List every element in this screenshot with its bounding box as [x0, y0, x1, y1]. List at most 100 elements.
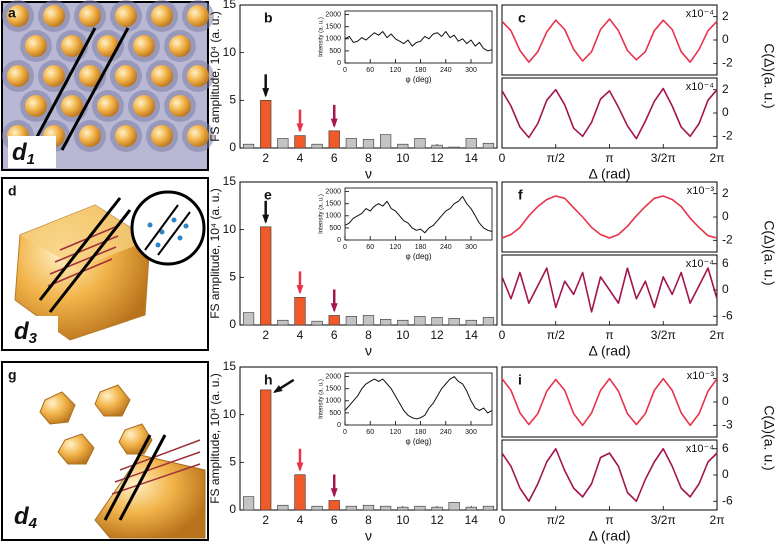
y-tick-label: 15 — [223, 359, 237, 373]
nanoparticle — [79, 125, 101, 147]
highlight-arrow — [296, 271, 304, 295]
nanoparticle — [115, 65, 137, 87]
bar — [362, 315, 375, 326]
bar — [362, 504, 375, 511]
panel-letter: c — [518, 10, 526, 26]
data-line — [501, 447, 718, 503]
arrow-head — [330, 118, 338, 128]
y-tick-label: 10 — [223, 222, 237, 236]
x-tick-label: 0 — [499, 151, 506, 165]
y-tick-label: -3 — [722, 418, 733, 432]
lattice-line — [118, 434, 167, 521]
plot-frame — [501, 366, 718, 438]
x-tick-label: 4 — [297, 151, 304, 165]
bar — [414, 316, 426, 326]
x-tick-label: 120 — [390, 244, 402, 251]
x-tick-label: 10 — [396, 513, 410, 527]
nanoparticle — [187, 65, 209, 87]
nanoparticle — [43, 5, 65, 27]
y-axis-label: Intensity (a. u.) — [319, 194, 325, 234]
y-tick-label: 0 — [722, 32, 729, 46]
x-tick-label: π — [605, 151, 613, 165]
nanoparticle — [61, 95, 83, 117]
bar — [328, 315, 340, 326]
nanoparticle — [7, 65, 29, 87]
bar — [345, 316, 357, 326]
y-tick-label: 10 — [223, 45, 237, 59]
y-tick-label: 3 — [722, 371, 729, 385]
x-tick-label: 3/2π — [651, 328, 676, 342]
bar — [311, 505, 323, 511]
bar — [328, 500, 340, 511]
nanoparticle — [187, 125, 209, 147]
bar — [397, 506, 409, 511]
bar — [242, 143, 255, 149]
zoom-circle — [130, 190, 206, 266]
y-tick-label: 2000 — [325, 373, 341, 380]
label-box — [10, 316, 58, 348]
y-tick-label: 2 — [722, 82, 729, 96]
nanoparticle — [169, 95, 191, 117]
bar — [414, 138, 426, 149]
nanoparticle — [25, 95, 47, 117]
data-line — [501, 18, 718, 63]
dimension-name: d — [12, 139, 28, 166]
scale-label: x10⁻³ — [687, 185, 715, 197]
x-tick-label: π — [605, 328, 613, 342]
x-axis-label: Δ (rad) — [588, 166, 630, 182]
x-tick-label: 2π — [710, 513, 725, 527]
dimension-label: d4 — [14, 503, 38, 532]
nanoparticle — [25, 35, 47, 57]
y-tick-label: 0 — [337, 237, 341, 244]
bar — [277, 319, 289, 326]
bar — [380, 134, 392, 149]
x-tick-label: 240 — [440, 244, 452, 251]
highlight-arrow — [262, 74, 270, 98]
x-tick-label: 2π — [710, 151, 725, 165]
x-tick-label: 4 — [297, 513, 304, 527]
x-tick-label: 6 — [331, 328, 338, 342]
y-tick-label: 500 — [329, 225, 341, 232]
arrow-head — [262, 214, 270, 224]
x-tick-label: 300 — [465, 244, 477, 251]
x-tick-label: 0 — [343, 429, 347, 436]
x-tick-label: 300 — [465, 429, 477, 436]
panel-letter: d — [8, 183, 17, 199]
nanoparticle — [97, 95, 119, 117]
data-line — [501, 87, 718, 140]
y-tick-label: 6 — [722, 256, 729, 270]
x-axis-label: Δ (rad) — [588, 343, 630, 359]
bar — [242, 312, 255, 326]
y-tick-label: 2 — [722, 9, 729, 23]
highlight-arrow — [296, 448, 304, 472]
x-axis-label: φ (deg) — [405, 252, 431, 261]
y-axis-label: FS amplitude, 10⁴ (a. u.) — [208, 188, 222, 319]
y-tick-label: 1500 — [325, 201, 341, 208]
x-tick-label: 2 — [262, 151, 269, 165]
y-tick-label: -6 — [722, 493, 733, 507]
scale-label: x10⁻³ — [687, 370, 715, 382]
y-tick-label: 15 — [223, 174, 237, 188]
arrow-head — [296, 285, 304, 295]
bar — [277, 138, 289, 149]
x-tick-label: π/2 — [547, 328, 566, 342]
y-tick-label: 1500 — [325, 24, 341, 31]
y-tick-label: -2 — [722, 56, 733, 70]
x-tick-label: 10 — [396, 328, 410, 342]
plot-frame — [501, 4, 718, 76]
arrow-head — [296, 462, 304, 472]
highlight-arrow — [330, 104, 338, 128]
nanoparticle — [7, 5, 29, 27]
data-line — [501, 377, 718, 427]
y-tick-label: 1000 — [325, 398, 341, 405]
nanocrystals — [39, 384, 153, 465]
bar — [448, 146, 460, 149]
plot-frame — [344, 187, 493, 241]
x-tick-label: 0 — [499, 513, 506, 527]
y-tick-label: 15 — [223, 0, 237, 11]
x-axis-label: φ (deg) — [405, 75, 431, 84]
image-panel: a d1 — [1, 0, 214, 171]
x-tick-label: π — [605, 513, 613, 527]
dimension-label: d1 — [12, 139, 35, 168]
nanoparticle — [133, 95, 155, 117]
